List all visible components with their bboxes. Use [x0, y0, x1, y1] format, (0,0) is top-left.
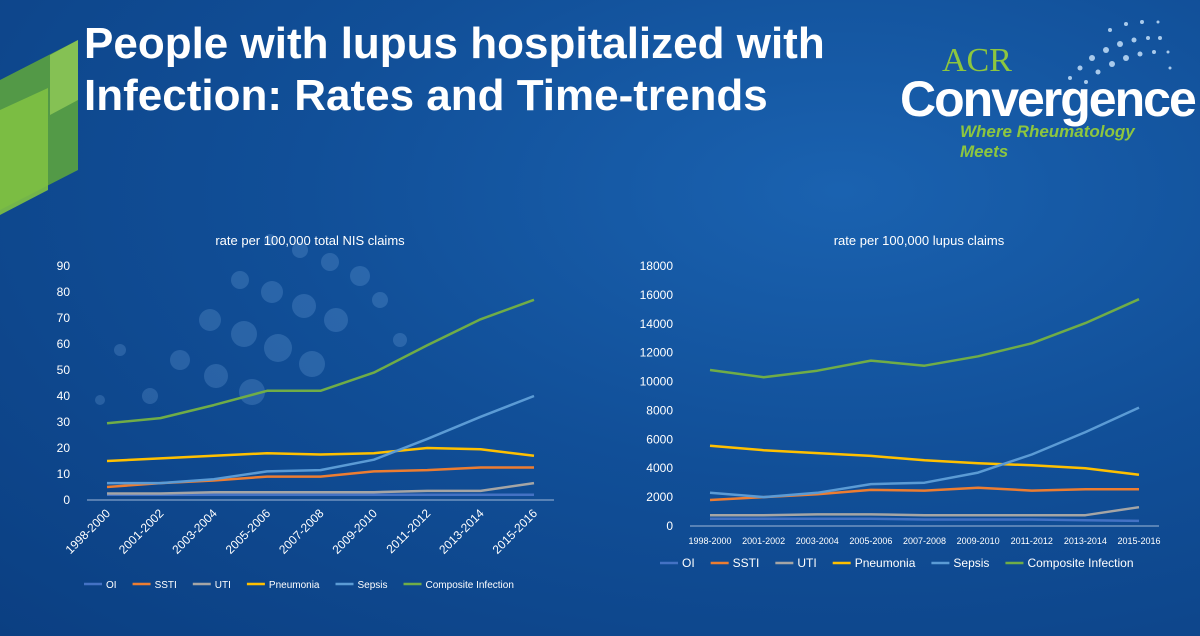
- chart-2-x-tick-label: 2013-2014: [1064, 536, 1107, 546]
- chart-1-x-tick-label: 2005-2006: [223, 506, 274, 557]
- chart-2-x-tick-label: 2009-2010: [957, 536, 1000, 546]
- chart-2-series-pneumonia-line: [709, 444, 1140, 476]
- chart-1-y-tick-label: 30: [57, 415, 71, 429]
- chart-2-x-tick-label: 2015-2016: [1117, 536, 1160, 546]
- chart-1-x-tick-label: 1998-2000: [63, 506, 114, 557]
- acr-convergence-logo: ACR Convergence Where Rheumatology Meets: [900, 20, 1197, 161]
- chart-1-legend-label-composite-infection: Composite Infection: [426, 580, 514, 591]
- chart-2-y-tick-label: 12000: [640, 346, 674, 360]
- chart-1-title: rate per 100,000 total NIS claims: [215, 233, 405, 248]
- chart-1-y-tick-label: 80: [57, 285, 71, 299]
- chart-2-legend-label-uti: UTI: [797, 556, 816, 570]
- chart-1-series-pneumonia-line: [106, 446, 535, 463]
- decorative-dot-pattern: [95, 234, 407, 405]
- chart-2-legend-label-sepsis: Sepsis: [953, 556, 989, 570]
- chart-1-x-tick-label: 2009-2010: [330, 506, 381, 557]
- chart-1-series-sepsis-line: [107, 394, 535, 485]
- chart-1-y-tick-label: 0: [63, 493, 70, 507]
- chart-1-y-tick-label: 90: [57, 259, 71, 273]
- chart-2-y-tick-label: 2000: [646, 490, 673, 504]
- logo-convergence-text: Convergence: [900, 71, 1197, 127]
- chart-1-y-tick-label: 20: [57, 441, 71, 455]
- chart-2-y-tick-label: 16000: [640, 288, 674, 302]
- chart-1-x-tick-label: 2007-2008: [276, 506, 327, 557]
- chart-2-series-uti-line: [710, 505, 1140, 517]
- chart-1-y-tick-label: 10: [57, 467, 71, 481]
- chart-1-legend-label-uti: UTI: [215, 580, 231, 591]
- chart-1-x-tick-label: 2013-2014: [436, 506, 487, 557]
- chart-2-legend-label-ssti: SSTI: [733, 556, 760, 570]
- chart-2-series-oi-line: [710, 517, 1140, 523]
- chart-2-y-tick-label: 18000: [640, 259, 674, 273]
- decorative-green-shape: [0, 40, 78, 215]
- chart-2-x-tick-label: 2005-2006: [849, 536, 892, 546]
- chart-2-series-composite-infection-line: [709, 298, 1140, 379]
- chart-2-y-tick-label: 8000: [646, 403, 673, 417]
- slide-title: People with lupus hospitalized with Infe…: [84, 18, 904, 122]
- chart-2-x-tick-label: 2001-2002: [742, 536, 785, 546]
- logo-tagline: Where Rheumatology Meets: [960, 122, 1135, 161]
- chart-2-y-tick-label: 4000: [646, 461, 673, 475]
- slide-title-line-1: People with lupus hospitalized with: [84, 19, 825, 68]
- chart-1-series-composite-infection-line: [106, 298, 535, 425]
- chart-1-x-tick-label: 2015-2016: [490, 506, 541, 557]
- chart-1-legend-label-pneumonia: Pneumonia: [269, 580, 320, 591]
- chart-1-legend-label-sepsis: Sepsis: [358, 580, 388, 591]
- chart-2-legend-label-composite-infection: Composite Infection: [1027, 556, 1133, 570]
- chart-2-x-tick-label: 2003-2004: [796, 536, 839, 546]
- chart-1-legend-label-ssti: SSTI: [155, 580, 177, 591]
- slide-title-line-2: Infection: Rates and Time-trends: [84, 71, 768, 120]
- chart-1-x-tick-label: 2003-2004: [169, 506, 220, 557]
- chart-2-x-tick-label: 2011-2012: [1011, 536, 1053, 546]
- chart-2-y-tick-label: 6000: [646, 432, 673, 446]
- chart-2-y-tick-label: 0: [666, 519, 673, 533]
- chart-2-y-tick-label: 14000: [640, 317, 674, 331]
- chart-2-series-sepsis-line: [709, 406, 1140, 499]
- chart-2-title: rate per 100,000 lupus claims: [834, 233, 1005, 248]
- chart-1-series-uti-line: [107, 481, 535, 495]
- chart-1-x-tick-label: 2001-2002: [116, 506, 167, 557]
- logo-acr-text: ACR: [942, 42, 1012, 79]
- chart-1-y-tick-label: 70: [57, 311, 71, 325]
- chart-1-y-tick-label: 60: [57, 337, 71, 351]
- chart-1-legend-label-oi: OI: [106, 580, 117, 591]
- chart-2-x-tick-label: 2007-2008: [903, 536, 946, 546]
- chart-1-y-tick-label: 40: [57, 389, 71, 403]
- chart-2-legend-label-pneumonia: Pneumonia: [855, 556, 916, 570]
- logo-swirl-graphic: [1068, 20, 1172, 84]
- chart-1-y-tick-label: 50: [57, 363, 71, 377]
- chart-2-series-ssti-line: [709, 486, 1139, 502]
- chart-1-x-tick-label: 2011-2012: [384, 506, 434, 556]
- chart-2-x-tick-label: 1998-2000: [688, 536, 731, 546]
- chart-2-legend-label-oi: OI: [682, 556, 695, 570]
- chart-2-y-tick-label: 10000: [640, 375, 674, 389]
